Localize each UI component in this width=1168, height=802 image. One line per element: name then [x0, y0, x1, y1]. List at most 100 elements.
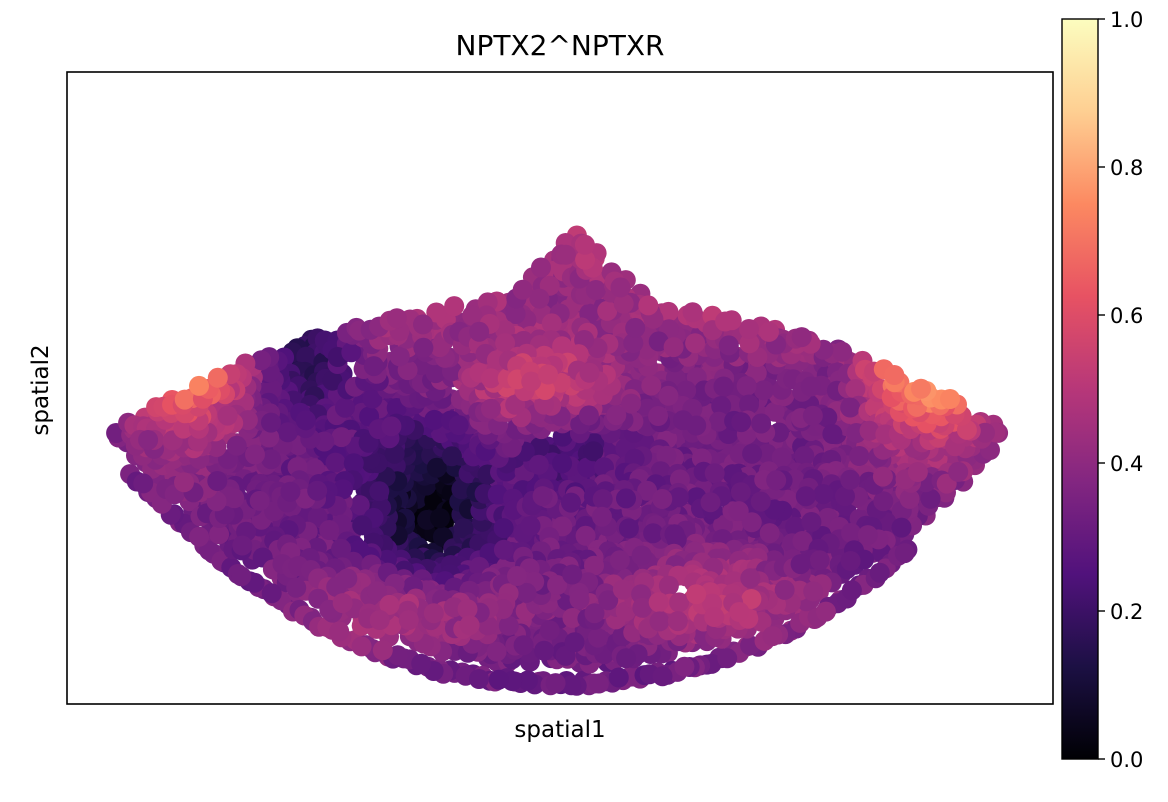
scatter-point [740, 568, 761, 589]
scatter-point [261, 412, 281, 433]
scatter-point [251, 350, 272, 371]
scatter-point [426, 457, 447, 478]
scatter-point [686, 415, 707, 436]
scatter-point [430, 508, 450, 529]
scatter-point [802, 405, 823, 426]
scatter-point [372, 640, 393, 661]
scatter-point [352, 515, 373, 536]
scatter-point [552, 453, 573, 474]
scatter-point [351, 636, 372, 657]
scatter-point [588, 627, 608, 648]
colorbar-tick-label: 0.8 [1110, 156, 1143, 180]
scatter-point [575, 525, 596, 546]
scatter-point [583, 441, 604, 462]
scatter-point [667, 611, 688, 632]
scatter-point [555, 244, 576, 265]
scatter-point [736, 376, 757, 396]
scatter-point [739, 394, 759, 415]
scatter-point [207, 367, 228, 388]
scatter-point [841, 580, 862, 601]
scatter-point [809, 550, 830, 571]
scatter-point [552, 336, 573, 357]
scatter-point [803, 581, 824, 602]
colorbar-gradient [1061, 18, 1099, 760]
scatter-point [704, 607, 725, 627]
scatter-point [398, 610, 419, 630]
scatter-point [715, 311, 736, 332]
scatter-point [249, 490, 270, 511]
scatter-point [713, 376, 734, 397]
scatter-point [207, 471, 228, 491]
scatter-point [493, 539, 514, 560]
scatter-point [618, 518, 639, 539]
scatter-point [894, 543, 915, 564]
scatter-point [307, 507, 328, 528]
scatter-point [381, 416, 402, 437]
scatter-point [869, 562, 890, 583]
scatter-point [813, 484, 834, 505]
scatter-point [493, 518, 514, 539]
scatter-point [840, 551, 861, 571]
scatter-point [649, 611, 670, 632]
scatter-point [307, 480, 328, 501]
chart-title: NPTX2^NPTXR [456, 29, 665, 62]
scatter-point [728, 501, 749, 522]
scatter-point [423, 603, 444, 624]
scatter-point [637, 480, 658, 501]
scatter-point [891, 517, 912, 538]
scatter-point [623, 333, 644, 354]
scatter-point [708, 411, 729, 432]
scatter-point [801, 512, 822, 532]
scatter-point [884, 365, 905, 385]
scatter-point [674, 656, 695, 677]
scatter-point [547, 575, 568, 595]
scatter-point [658, 575, 679, 596]
scatter-point [658, 301, 679, 322]
scatter-point [610, 277, 631, 298]
scatter-point [638, 295, 659, 316]
scatter-point [426, 302, 447, 323]
scatter-point [424, 409, 445, 430]
scatter-point [138, 430, 159, 450]
scatter-point [632, 597, 653, 618]
scatter-point [493, 599, 514, 619]
scatter-point [341, 342, 362, 363]
scatter-point [379, 594, 400, 615]
scatter-point [562, 608, 583, 628]
scatter-point [739, 333, 760, 354]
scatter-point [261, 583, 282, 604]
scatter-point [700, 492, 721, 513]
scatter-points [106, 225, 1009, 696]
scatter-point [451, 479, 472, 500]
scatter-point [231, 566, 252, 587]
scatter-point [469, 321, 490, 342]
scatter-point [759, 523, 780, 544]
scatter-point [335, 397, 355, 418]
scatter-point [529, 288, 550, 309]
scatter-point [363, 356, 384, 377]
scatter-point [753, 380, 774, 401]
scatter-point [545, 673, 566, 694]
scatter-point [232, 535, 253, 556]
scatter-point [469, 669, 489, 689]
scatter-point [538, 364, 558, 385]
scatter-point [588, 673, 609, 694]
scatter-point [795, 486, 816, 507]
scatter-point [648, 592, 669, 613]
colorbar-ticks: 0.0 0.2 0.4 0.6 0.8 1.0 [1098, 8, 1143, 772]
scatter-point [815, 601, 836, 622]
scatter-point [541, 313, 562, 334]
scatter-point [609, 550, 630, 571]
scatter-point [520, 516, 541, 536]
scatter-point [584, 555, 604, 576]
scatter-point [532, 486, 553, 507]
scatter-point [224, 488, 245, 509]
scatter-point [764, 401, 785, 422]
scatter-point [730, 482, 751, 503]
scatter-point [771, 447, 792, 468]
scatter-point [521, 371, 542, 392]
scatter-point [562, 564, 583, 585]
scatter-point [413, 337, 434, 358]
scatter-point [329, 621, 350, 642]
